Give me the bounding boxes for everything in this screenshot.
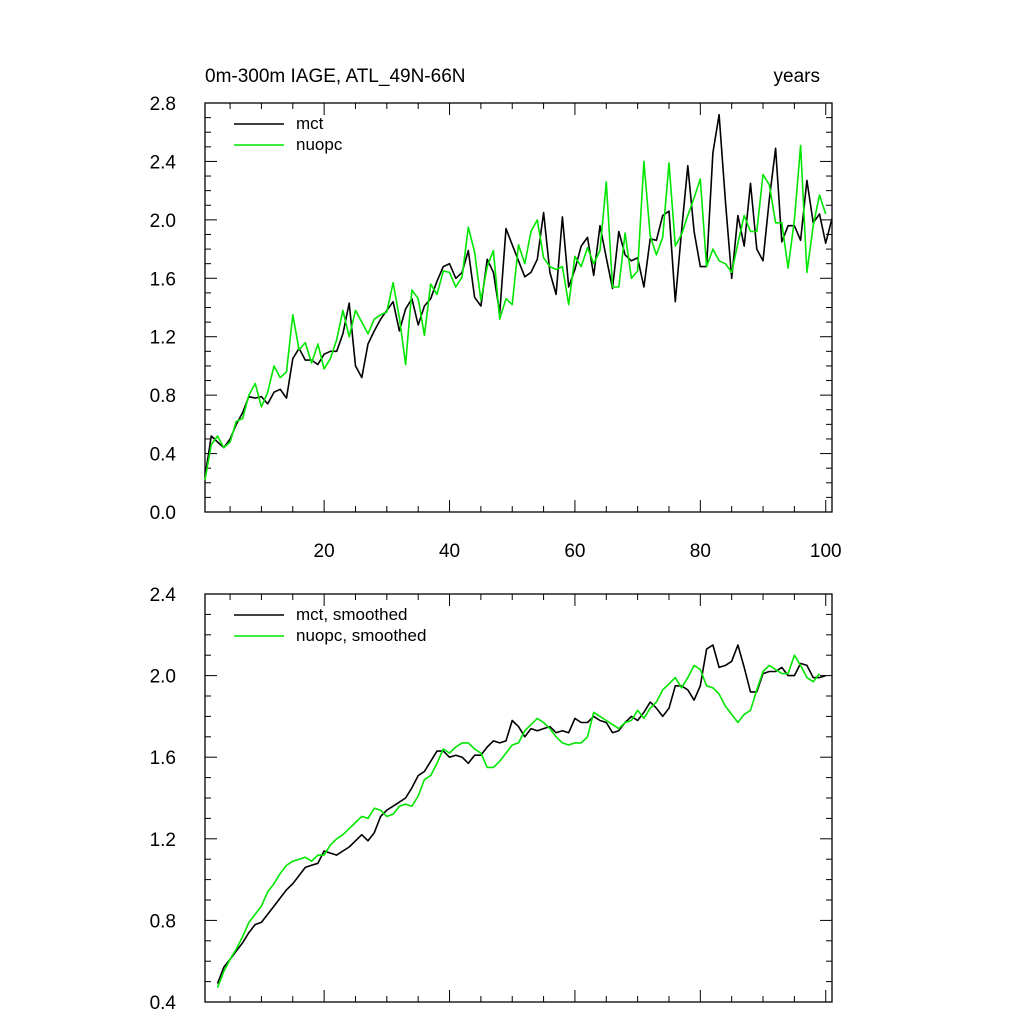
y-tick-label: 1.6: [150, 269, 176, 290]
legend-label: mct, smoothed: [296, 605, 408, 624]
y-tick-label: 0.4: [150, 445, 177, 466]
y-tick-label: 2.4: [150, 152, 177, 173]
legend-label: nuopc, smoothed: [296, 626, 426, 645]
x-tick-label: 80: [690, 541, 711, 562]
y-tick-label: 0.8: [150, 386, 176, 407]
y-tick-label: 2.0: [150, 211, 176, 232]
y-tick-label: 1.6: [150, 748, 176, 769]
legend-label: mct: [296, 114, 324, 133]
y-tick-label: 0.4: [150, 993, 177, 1014]
top-panel-plot: 0.0 0.4 0.8 1.2 1.6 2.0 2.4 2.8 20 40 60 80 100 mct nu…: [150, 94, 842, 562]
legend-label: nuopc: [296, 135, 343, 154]
figure-title: 0m-300m IAGE, ATL_49N-66N: [205, 66, 465, 87]
series-line-mct-smoothed: [216, 644, 826, 984]
y-tick-label: 0.0: [150, 503, 176, 524]
series-line-mct: [204, 113, 833, 478]
y-tick-label: 2.4: [150, 585, 177, 606]
y-tick-label: 1.2: [150, 328, 176, 349]
plot-frame: [204, 593, 833, 1003]
x-tick-label: 20: [314, 541, 335, 562]
series-line-nuopc-smoothed: [216, 654, 821, 988]
series-line-nuopc: [204, 144, 827, 481]
y-tick-label: 2.0: [150, 667, 176, 688]
x-tick-label: 40: [439, 541, 460, 562]
y-tick-label: 2.8: [150, 94, 176, 115]
units-label: years: [774, 66, 820, 87]
plot-frame: [204, 102, 833, 513]
x-tick-label: 60: [564, 541, 585, 562]
y-tick-label: 1.2: [150, 830, 176, 851]
bottom-panel-plot: 0.4 0.8 1.2 1.6 2.0 2.4 mct, smoothed nuopc, sm…: [150, 585, 833, 1014]
y-tick-label: 0.8: [150, 911, 176, 932]
x-tick-label: 100: [810, 541, 842, 562]
